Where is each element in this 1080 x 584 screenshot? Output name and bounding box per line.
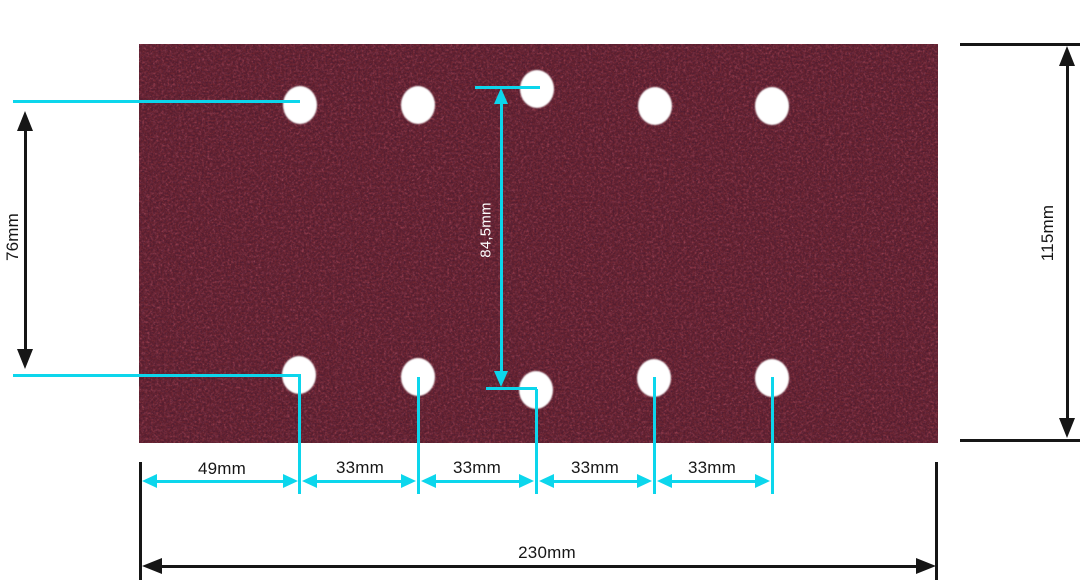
hole1-leader-line: [298, 375, 301, 494]
dim-76-line: [24, 128, 27, 350]
arrowhead-left-icon: [421, 474, 436, 488]
arrowhead-down-icon: [494, 371, 508, 387]
dim-label-230mm: 230mm: [518, 543, 576, 562]
arrowhead-left-icon: [657, 474, 672, 488]
dim-230-line: [160, 565, 918, 568]
arrowhead-right-icon: [519, 474, 534, 488]
dim-33c-line: [553, 480, 638, 483]
dim-115-line: [1066, 60, 1069, 422]
dim-84-bottom-stub: [486, 387, 537, 390]
dim-label-33mm-3: 33mm: [570, 458, 620, 477]
hole5-leader-line: [771, 377, 774, 494]
dim-115-bottom-tick: [960, 439, 1080, 442]
dim-230-right-tick: [935, 462, 938, 580]
sanding-sheet: [139, 44, 938, 443]
dim-label-33mm-2: 33mm: [452, 458, 502, 477]
bottom-hole-leader-line: [13, 374, 301, 377]
hole2-leader-line: [417, 377, 420, 494]
top-hole-leader-line: [13, 100, 300, 103]
arrowhead-right-icon: [755, 474, 770, 488]
dim-label-33mm-4: 33mm: [687, 458, 737, 477]
dim-label-115mm: 115mm: [1038, 204, 1057, 262]
arrowhead-up-icon: [1059, 46, 1075, 66]
sanding-sheet-texture: [139, 44, 938, 443]
dim-230-left-tick: [139, 462, 142, 580]
dim-33a-line: [316, 480, 402, 483]
arrowhead-left-icon: [142, 558, 162, 574]
arrowhead-down-icon: [1059, 418, 1075, 438]
dim-33d-line: [671, 480, 756, 483]
dim-label-49mm: 49mm: [197, 459, 247, 478]
arrowhead-up-icon: [17, 111, 33, 131]
arrowhead-right-icon: [401, 474, 416, 488]
arrowhead-right-icon: [916, 558, 936, 574]
arrowhead-left-icon: [302, 474, 317, 488]
arrowhead-left-icon: [142, 474, 157, 488]
arrowhead-right-icon: [637, 474, 652, 488]
dim-label-33mm-1: 33mm: [335, 458, 385, 477]
dim-49-line: [156, 480, 284, 483]
hole3-leader-line: [535, 389, 538, 494]
dim-84-top-stub: [475, 86, 540, 89]
arrowhead-right-icon: [283, 474, 298, 488]
arrowhead-left-icon: [539, 474, 554, 488]
dim-84-line: [500, 100, 503, 376]
arrowhead-down-icon: [17, 349, 33, 369]
dim-label-84mm: 84,5mm: [477, 202, 495, 258]
dim-label-76mm: 76mm: [3, 212, 22, 262]
dim-33b-line: [435, 480, 520, 483]
arrowhead-up-icon: [494, 88, 508, 104]
punched-holes: [282, 70, 789, 409]
hole4-leader-line: [653, 377, 656, 494]
dim-115-top-tick: [960, 43, 1080, 46]
